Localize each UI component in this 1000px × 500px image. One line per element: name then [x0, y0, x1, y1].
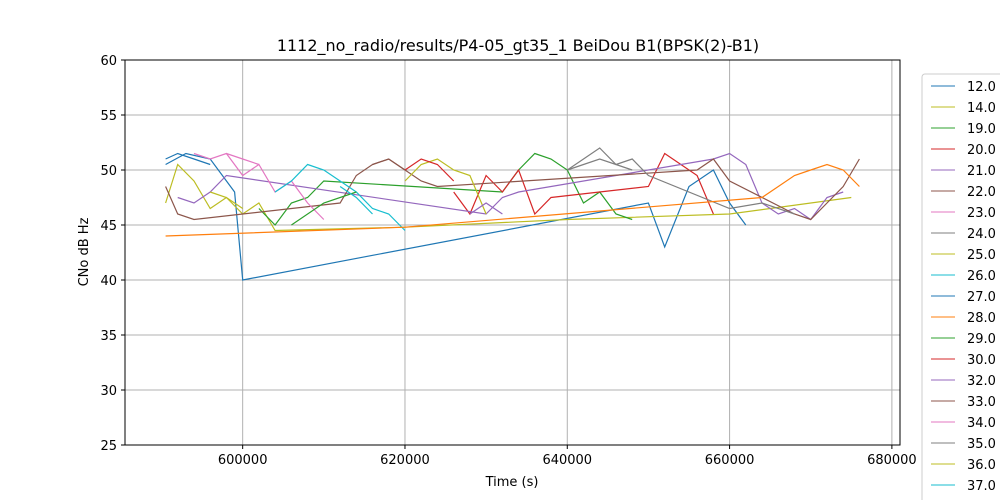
legend-label: 32.0 — [967, 374, 996, 389]
series-line-20.0 — [453, 152, 714, 216]
series-line-32.0 — [469, 202, 503, 215]
y-tick-label: 55 — [100, 109, 117, 124]
x-tick-label: 680000 — [867, 453, 917, 468]
x-tick-label: 640000 — [542, 453, 592, 468]
x-tick-label: 620000 — [380, 453, 430, 468]
legend-label: 37.0 — [967, 479, 996, 494]
legend-label: 12.0 — [967, 80, 996, 95]
series-line-27.0 — [165, 152, 211, 166]
plot-frame — [124, 59, 901, 446]
legend-label: 21.0 — [967, 164, 996, 179]
legend-box — [921, 73, 1000, 500]
series-line-24.0 — [566, 147, 795, 215]
legend-label: 14.0 — [967, 101, 996, 116]
legend-label: 22.0 — [967, 185, 996, 200]
y-axis-ticks: 25 30 35 40 45 50 55 60 — [100, 54, 125, 454]
legend-label: 26.0 — [967, 269, 996, 284]
series-line-34.0 — [226, 152, 260, 166]
chart-title: 1112_no_radio/results/P4-05_gt35_1 BeiDo… — [277, 36, 759, 56]
y-axis-title: CNo dB Hz — [77, 217, 92, 286]
x-axis-title: Time (s) — [485, 475, 539, 490]
legend-label: 29.0 — [967, 332, 996, 347]
y-tick-label: 40 — [100, 274, 117, 289]
legend-label: 28.0 — [967, 311, 996, 326]
legend-label: 34.0 — [967, 416, 996, 431]
x-tick-label: 600000 — [218, 453, 268, 468]
series-line-37.0 — [339, 186, 373, 215]
series-line-19.0 — [258, 152, 633, 226]
series-line-14.0 — [165, 163, 852, 232]
y-tick-label: 30 — [100, 384, 117, 399]
x-axis-ticks: 600000 620000 640000 660000 680000 — [218, 445, 917, 468]
series-line-30.0 — [404, 158, 455, 182]
x-tick-label: 660000 — [705, 453, 755, 468]
legend-label: 24.0 — [967, 227, 996, 242]
plot-background — [125, 60, 900, 445]
series-line-29.0 — [291, 191, 357, 226]
legend-label: 20.0 — [967, 143, 996, 158]
series-line-36.0 — [210, 191, 244, 209]
legend-label: 25.0 — [967, 248, 996, 263]
series-line-28.0 — [165, 163, 860, 237]
series-group — [165, 147, 860, 281]
series-line-33.0 — [372, 158, 406, 171]
series-line-22.0 — [165, 158, 860, 221]
legend-label: 33.0 — [967, 395, 996, 410]
y-tick-label: 60 — [100, 54, 117, 69]
legend: 12.0 14.0 19.0 20.0 21.0 22.0 23.0 24.0 25.0 26.0… — [921, 73, 1000, 500]
legend-label: 23.0 — [967, 206, 996, 221]
legend-label: 30.0 — [967, 353, 996, 368]
y-tick-label: 45 — [100, 219, 117, 234]
series-line-35.0 — [567, 158, 633, 171]
y-tick-label: 50 — [100, 164, 117, 179]
legend-label: 27.0 — [967, 290, 996, 305]
legend-label: 19.0 — [967, 122, 996, 137]
series-line-12.0 — [165, 152, 747, 281]
series-line-21.0 — [177, 152, 844, 221]
legend-label: 35.0 — [967, 437, 996, 452]
legend-label: 36.0 — [967, 458, 996, 473]
series-line-26.0 — [274, 163, 406, 231]
y-tick-label: 25 — [100, 439, 117, 454]
y-tick-label: 35 — [100, 329, 117, 344]
series-line-25.0 — [404, 158, 487, 215]
